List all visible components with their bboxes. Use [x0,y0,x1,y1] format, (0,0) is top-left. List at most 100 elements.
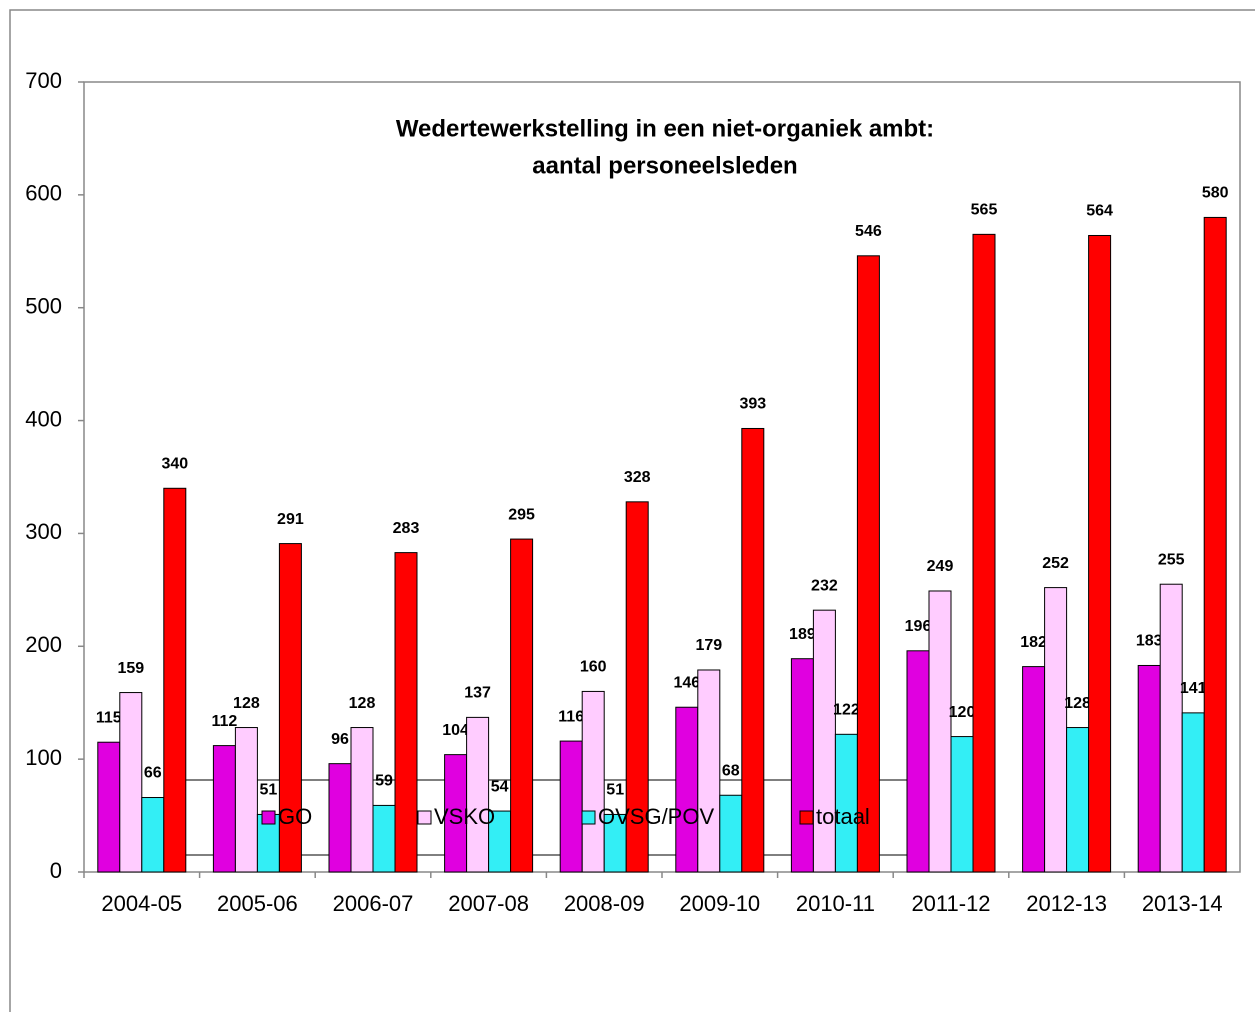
legend-swatch [417,810,432,825]
bar [1137,664,1161,873]
data-label: 128 [1064,695,1091,712]
data-label: 104 [442,722,469,739]
bar [350,727,374,873]
bar [856,255,880,873]
bar [928,590,952,873]
data-label: 120 [949,704,976,721]
data-label: 189 [789,626,816,643]
bar [510,538,534,873]
data-label: 160 [580,659,607,676]
data-label: 340 [161,456,188,473]
data-label: 283 [393,520,420,537]
bar [1022,666,1046,873]
x-tick-label: 2009-10 [679,891,760,916]
data-label: 565 [971,202,998,219]
bar [697,669,721,873]
bar [625,501,649,873]
x-tick-label: 2006-07 [333,891,414,916]
chart-title: aantal personeelsleden [532,152,797,179]
y-tick-label: 300 [25,519,62,544]
bar [163,487,187,873]
bar [1044,587,1068,873]
x-tick-label: 2005-06 [217,891,298,916]
bar [972,233,996,873]
bar [741,427,765,873]
y-tick-label: 400 [25,406,62,431]
bar [675,706,699,873]
data-label: 128 [233,695,260,712]
data-label: 115 [96,709,122,726]
data-label: 68 [722,762,740,779]
data-label: 51 [260,782,278,799]
data-label: 54 [491,778,509,795]
data-label: 146 [673,674,700,691]
bar [97,741,121,873]
legend-swatch [799,810,814,825]
bar [141,797,165,873]
data-label: 255 [1158,551,1185,568]
x-tick-label: 2007-08 [448,891,529,916]
data-label: 116 [558,708,584,725]
bar [1181,712,1205,873]
legend-label: totaal [816,804,870,829]
bar [466,716,490,873]
bar [906,650,930,873]
data-label: 291 [277,511,304,528]
data-label: 196 [905,618,932,635]
data-label: 137 [464,685,491,702]
y-tick-label: 100 [25,745,62,770]
data-label: 252 [1042,555,1069,572]
y-tick-label: 500 [25,294,62,319]
chart-title: Wedertewerkstelling in een niet-organiek… [396,115,934,142]
data-label: 564 [1086,203,1113,220]
bar [1088,234,1112,873]
data-label: 66 [144,765,162,782]
data-label: 59 [375,773,393,790]
data-label: 232 [811,577,838,594]
x-tick-label: 2012-13 [1026,891,1107,916]
bar [790,658,814,873]
y-tick-label: 200 [25,632,62,657]
bar [372,804,396,873]
data-label: 122 [833,702,860,719]
bar [328,763,352,873]
data-label: 128 [349,695,376,712]
data-label: 51 [606,782,624,799]
data-label: 295 [508,506,535,523]
bar [119,692,143,873]
x-tick-label: 2008-09 [564,891,645,916]
bar [812,609,836,873]
data-label: 546 [855,223,882,240]
y-tick-label: 700 [25,68,62,93]
bar [1066,727,1090,873]
data-label: 179 [695,637,722,654]
data-label: 580 [1202,185,1229,202]
legend-swatch [581,810,596,825]
data-label: 96 [331,731,349,748]
legend-label: OVSG/POV [598,804,714,829]
data-label: 141 [1180,680,1207,697]
bar [1203,216,1227,873]
y-tick-label: 600 [25,181,62,206]
data-label: 328 [624,469,651,486]
bar [950,736,974,873]
data-label: 393 [739,396,766,413]
legend-label: GO [278,804,312,829]
legend-swatch [261,810,276,825]
x-tick-label: 2010-11 [796,891,875,916]
x-tick-label: 2004-05 [101,891,182,916]
chart-frame [9,9,1255,1012]
data-label: 182 [1020,634,1047,651]
data-label: 112 [211,713,237,730]
bar [719,794,743,873]
legend-label: VSKO [434,804,495,829]
bar [212,745,236,873]
data-label: 159 [117,660,144,677]
bar [234,727,258,873]
data-label: 183 [1136,633,1163,650]
bar [559,740,583,873]
x-tick-label: 2013-14 [1142,891,1223,916]
bar [278,543,302,873]
data-label: 249 [927,558,954,575]
